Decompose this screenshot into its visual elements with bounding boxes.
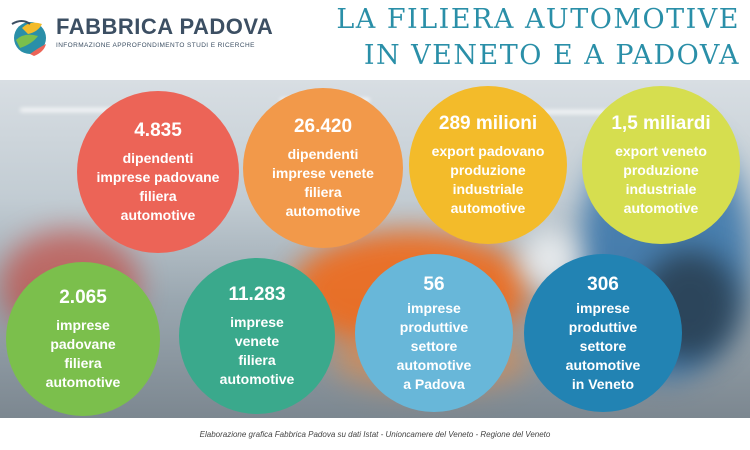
- stat-number: 56: [423, 273, 445, 295]
- stat-label: imprese venete filiera automotive: [219, 314, 295, 387]
- brand-tagline: INFORMAZIONE APPROFONDIMENTO STUDI E RIC…: [56, 42, 255, 49]
- stat-number: 4.835: [134, 120, 182, 141]
- globe-leaf-icon: [11, 20, 46, 56]
- stat-label: imprese produttive settore automotive a Pado…: [396, 299, 472, 392]
- stat-label: export padovano produzione industriale auto…: [431, 143, 545, 216]
- stat-bubble-padova-producers: 56 imprese produttive settore automotive a P…: [355, 254, 513, 412]
- stat-bubble-padova-export: 289 milioni export padovano produzione ind…: [409, 86, 567, 244]
- stat-label: dipendenti imprese padovane filiera automot…: [96, 150, 220, 223]
- footer: Elaborazione grafica Fabbrica Padova su …: [0, 418, 750, 450]
- stat-number: 11.283: [228, 284, 286, 305]
- stat-bubble-veneto-export: 1,5 miliardi export veneto produzione indu…: [582, 86, 740, 244]
- stat-bubble-padova-employees: 4.835 dipendenti imprese padovane filiera a…: [77, 91, 239, 253]
- stat-number: 1,5 miliardi: [611, 113, 711, 134]
- source-note: Elaborazione grafica Fabbrica Padova su …: [199, 429, 551, 439]
- stat-number: 26.420: [293, 116, 353, 137]
- stat-bubble-padova-companies: 2.065 imprese padovane filiera automotive: [6, 262, 160, 416]
- stat-bubble-veneto-employees: 26.420 dipendenti imprese venete filiera au…: [243, 88, 403, 248]
- stat-label: imprese padovane filiera automotive: [45, 317, 121, 390]
- stat-label: export veneto produzione industriale automo…: [615, 143, 707, 216]
- stat-bubble-veneto-producers: 306 imprese produttive settore automotive in…: [524, 254, 682, 412]
- page-title-line-1: LA FILIERA AUTOMOTIVE: [336, 4, 740, 35]
- page-title-line-2: IN VENETO E A PADOVA: [363, 40, 740, 71]
- stat-number: 306: [587, 273, 619, 295]
- stat-label: dipendenti imprese venete filiera automotiv…: [272, 146, 374, 219]
- brand-name: FABBRICA PADOVA: [56, 14, 274, 39]
- stat-bubble-veneto-companies: 11.283 imprese venete filiera automotive: [179, 258, 335, 414]
- stat-label: imprese produttive settore automotive in Ven…: [565, 299, 641, 392]
- stat-number: 2.065: [59, 287, 107, 308]
- header: FABBRICA PADOVA INFORMAZIONE APPROFONDIM…: [0, 0, 750, 80]
- stat-number: 289 milioni: [438, 113, 538, 134]
